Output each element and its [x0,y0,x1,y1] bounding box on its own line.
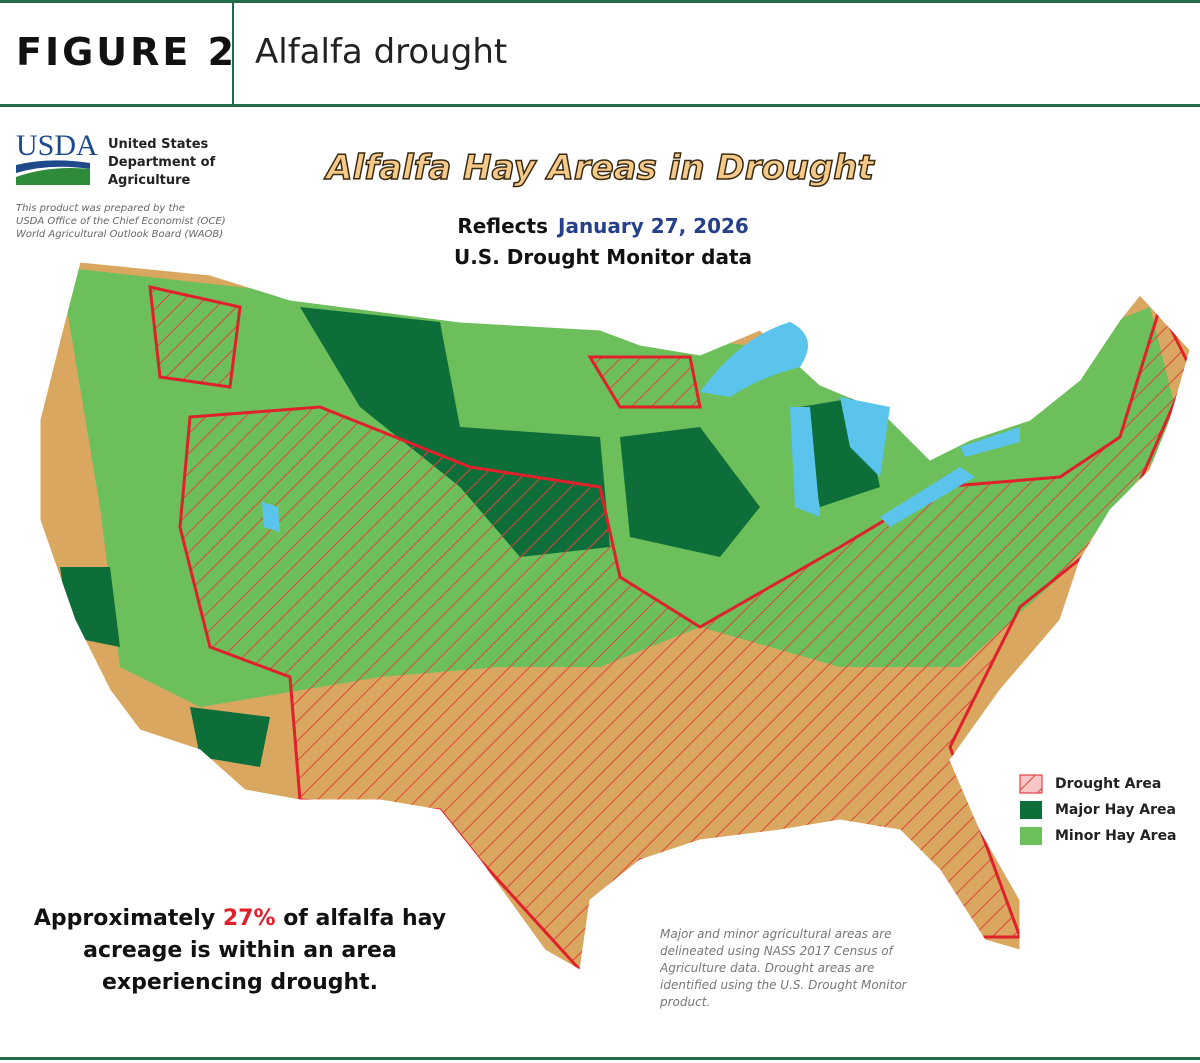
drought-area [587,355,702,409]
summary: Approximately 27% of alfalfa hay acreage… [20,903,460,999]
map-date: January 27, 2026 [556,214,749,238]
legend-swatch-hatch [1020,775,1042,793]
summary-line: acreage is within an area [83,938,397,963]
legend-label: Major Hay Area [1055,802,1176,818]
summary-line: Approximately 27% of alfalfa hay [20,903,460,935]
drought-area [148,285,242,389]
map-title: Alfalfa Hay Areas in Drought [323,148,875,188]
lake-erie [880,467,975,527]
legend-swatch-major [1020,801,1042,819]
top-rule [0,0,1200,3]
figure-title: Alfalfa drought [255,32,508,72]
credit-line: USDA Office of the Chief Economist (OCE) [16,216,226,227]
lake-michigan [790,407,820,517]
map-subtitle: U.S. Drought Monitor data [454,245,752,269]
map-subtitle: Reflects [457,214,548,238]
map-areas [40,262,1190,970]
summary-text: Approximately [33,906,216,931]
note-line: Major and minor agricultural areas are [660,927,892,941]
note-line: Agriculture data. Drought areas are [660,961,875,975]
note-line: delineated using NASS 2017 Census of [660,944,893,958]
great-salt-lake [262,502,280,532]
logo-swoosh [16,160,90,173]
figure-label: FIGURE 2 [16,30,238,74]
credit-line: World Agricultural Outlook Board (WAOB) [16,229,224,240]
note-line: product. [660,995,711,1009]
credit: This product was prepared by the USDA Of… [16,202,226,241]
lake-huron [840,397,890,477]
lake-ontario [960,427,1020,457]
major-hay-area [60,567,120,647]
agency-name: United States Department of Agriculture [108,136,215,190]
header-rule [0,104,1200,107]
note-line: identified using the U.S. Drought Monito… [660,978,907,992]
map: USDA Alfalfa Hay Areas in Drought Reflec… [16,129,1191,971]
legend-label: Drought Area [1055,776,1162,792]
major-hay-area [620,427,760,557]
header-divider [232,3,234,104]
major-hay-area [190,707,270,767]
legend-label: Minor Hay Area [1055,828,1177,844]
agency-line: United States [108,137,209,152]
agency-line: Department of [108,155,216,170]
credit-line: This product was prepared by the [16,203,185,214]
lake-superior [700,322,808,397]
summary-line: experiencing drought. [101,970,379,995]
agency-line: Agriculture [108,173,191,188]
note: Major and minor agricultural areas are d… [660,926,907,1011]
legend-swatch-minor [1020,827,1042,845]
summary-text: of alfalfa hay [283,906,447,931]
usda-logo: USDA [16,129,98,162]
bottom-rule [0,1057,1200,1060]
summary-highlight: 27% [222,906,276,931]
logo-field [16,168,90,185]
drought-area [180,307,1190,970]
